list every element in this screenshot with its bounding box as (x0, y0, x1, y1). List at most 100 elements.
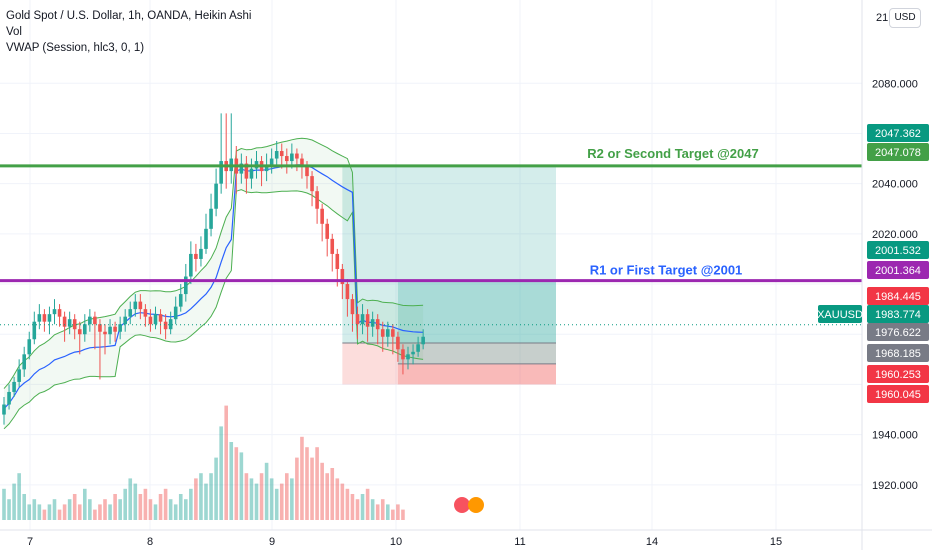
candle-body (325, 223, 329, 239)
volume-bar (12, 483, 16, 520)
us-flag-icon[interactable] (454, 497, 470, 513)
volume-bar (153, 504, 158, 520)
position-zones[interactable] (342, 166, 556, 385)
volume-indicator-label[interactable]: Vol (6, 26, 22, 38)
candles (2, 113, 425, 425)
time-tick-label: 9 (269, 536, 275, 548)
candle-body (57, 309, 62, 317)
candle-body (310, 176, 314, 192)
time-axis[interactable]: 7 8 9 10 11 14 15 (0, 529, 932, 548)
volume-bar (199, 473, 203, 520)
loss-zone-2[interactable] (397, 363, 556, 385)
price-tick-label: 1940.000 (872, 430, 918, 442)
volume-bar (158, 494, 163, 520)
volume-bar (391, 509, 395, 520)
volume-bar (37, 504, 42, 520)
volume-bar (254, 483, 259, 520)
volume-bar (370, 499, 375, 520)
candle-body (274, 151, 279, 159)
vwap-indicator-label[interactable]: VWAP (Session, hlc3, 0, 1) (6, 42, 145, 54)
volume-bar (148, 499, 153, 520)
price-tag (867, 344, 929, 362)
candle-body (330, 238, 335, 254)
volume-bar (386, 504, 390, 520)
volume-bar (108, 504, 112, 520)
volume-bar (138, 494, 143, 520)
candle-body (178, 294, 183, 307)
volume-bar (279, 483, 284, 520)
price-tag-label: 1976.622 (875, 327, 921, 339)
price-tick-label: 2080.000 (872, 78, 918, 90)
time-tick-label: 7 (27, 536, 33, 548)
volume-bar (57, 509, 62, 520)
volume-bar (214, 457, 218, 520)
volume-bar (98, 504, 102, 520)
candle-body (184, 276, 188, 295)
candle-body (370, 319, 375, 327)
time-tick-label: 8 (147, 536, 153, 548)
volume-bar (72, 494, 77, 520)
candle-body (133, 301, 138, 310)
candle-body (37, 314, 42, 322)
volume-bar (269, 478, 274, 520)
candle-body (279, 151, 284, 157)
volume-bar (360, 494, 365, 520)
symbol-title[interactable]: Gold Spot / U.S. Dollar, 1h, OANDA, Heik… (6, 10, 252, 22)
price-tag (867, 287, 929, 305)
candle-body (244, 163, 249, 179)
candle-body (204, 228, 208, 249)
price-tag-label: 1960.045 (875, 389, 921, 401)
candle-body (42, 314, 47, 322)
price-tag-label: 1984.445 (875, 291, 921, 303)
volume-bar (184, 499, 188, 520)
candle-body (88, 316, 92, 325)
volume-bar (128, 478, 133, 520)
candle-body (320, 208, 324, 224)
volume-bar (305, 447, 309, 520)
r1-level-label: R1 or First Target @2001 (590, 263, 743, 278)
volume-bar (22, 494, 26, 520)
eu-flag-icon[interactable] (468, 497, 484, 513)
currency-button[interactable]: USD (889, 8, 921, 28)
volume-bar (143, 488, 148, 520)
volume-bar (285, 473, 289, 520)
candle-body (396, 336, 400, 350)
volume-bar (168, 499, 173, 520)
volume-bar (340, 483, 345, 520)
price-tag-label: 1983.774 (875, 309, 921, 321)
candle-body (386, 329, 390, 337)
profit-zone-2[interactable] (397, 280, 556, 364)
volume-bar (62, 504, 67, 520)
candle-body (22, 354, 26, 370)
price-tag-label: 2047.078 (875, 147, 921, 159)
candle-body (214, 183, 218, 209)
price-tag-label: 2047.362 (875, 128, 921, 140)
price-tag (867, 365, 929, 383)
candle-body (264, 166, 269, 172)
level-lines[interactable]: R2 or Second Target @2047 R1 or First Tar… (0, 146, 862, 513)
candle-body (350, 299, 355, 315)
candle-body (421, 336, 425, 345)
volume-bars (2, 405, 405, 520)
candle-body (300, 158, 304, 167)
volume-bar (264, 462, 269, 520)
volume-bar (194, 478, 198, 520)
r2-level-label: R2 or Second Target @2047 (587, 146, 758, 161)
candle-body (2, 404, 6, 415)
volume-bar (335, 478, 340, 520)
symbol-tag (818, 305, 862, 323)
candle-body (168, 319, 173, 330)
candle-body (108, 326, 112, 335)
volume-bar (274, 488, 279, 520)
volume-bar (27, 504, 32, 520)
volume-bar (219, 426, 223, 520)
volume-bar (32, 499, 37, 520)
profit-zone-1[interactable] (342, 166, 556, 344)
volume-bar (355, 499, 360, 520)
time-tick-label: 11 (514, 536, 525, 548)
volume-bar (204, 483, 208, 520)
candle-body (98, 324, 102, 332)
price-tag-label: 2001.364 (875, 265, 921, 277)
volume-bar (375, 504, 380, 520)
